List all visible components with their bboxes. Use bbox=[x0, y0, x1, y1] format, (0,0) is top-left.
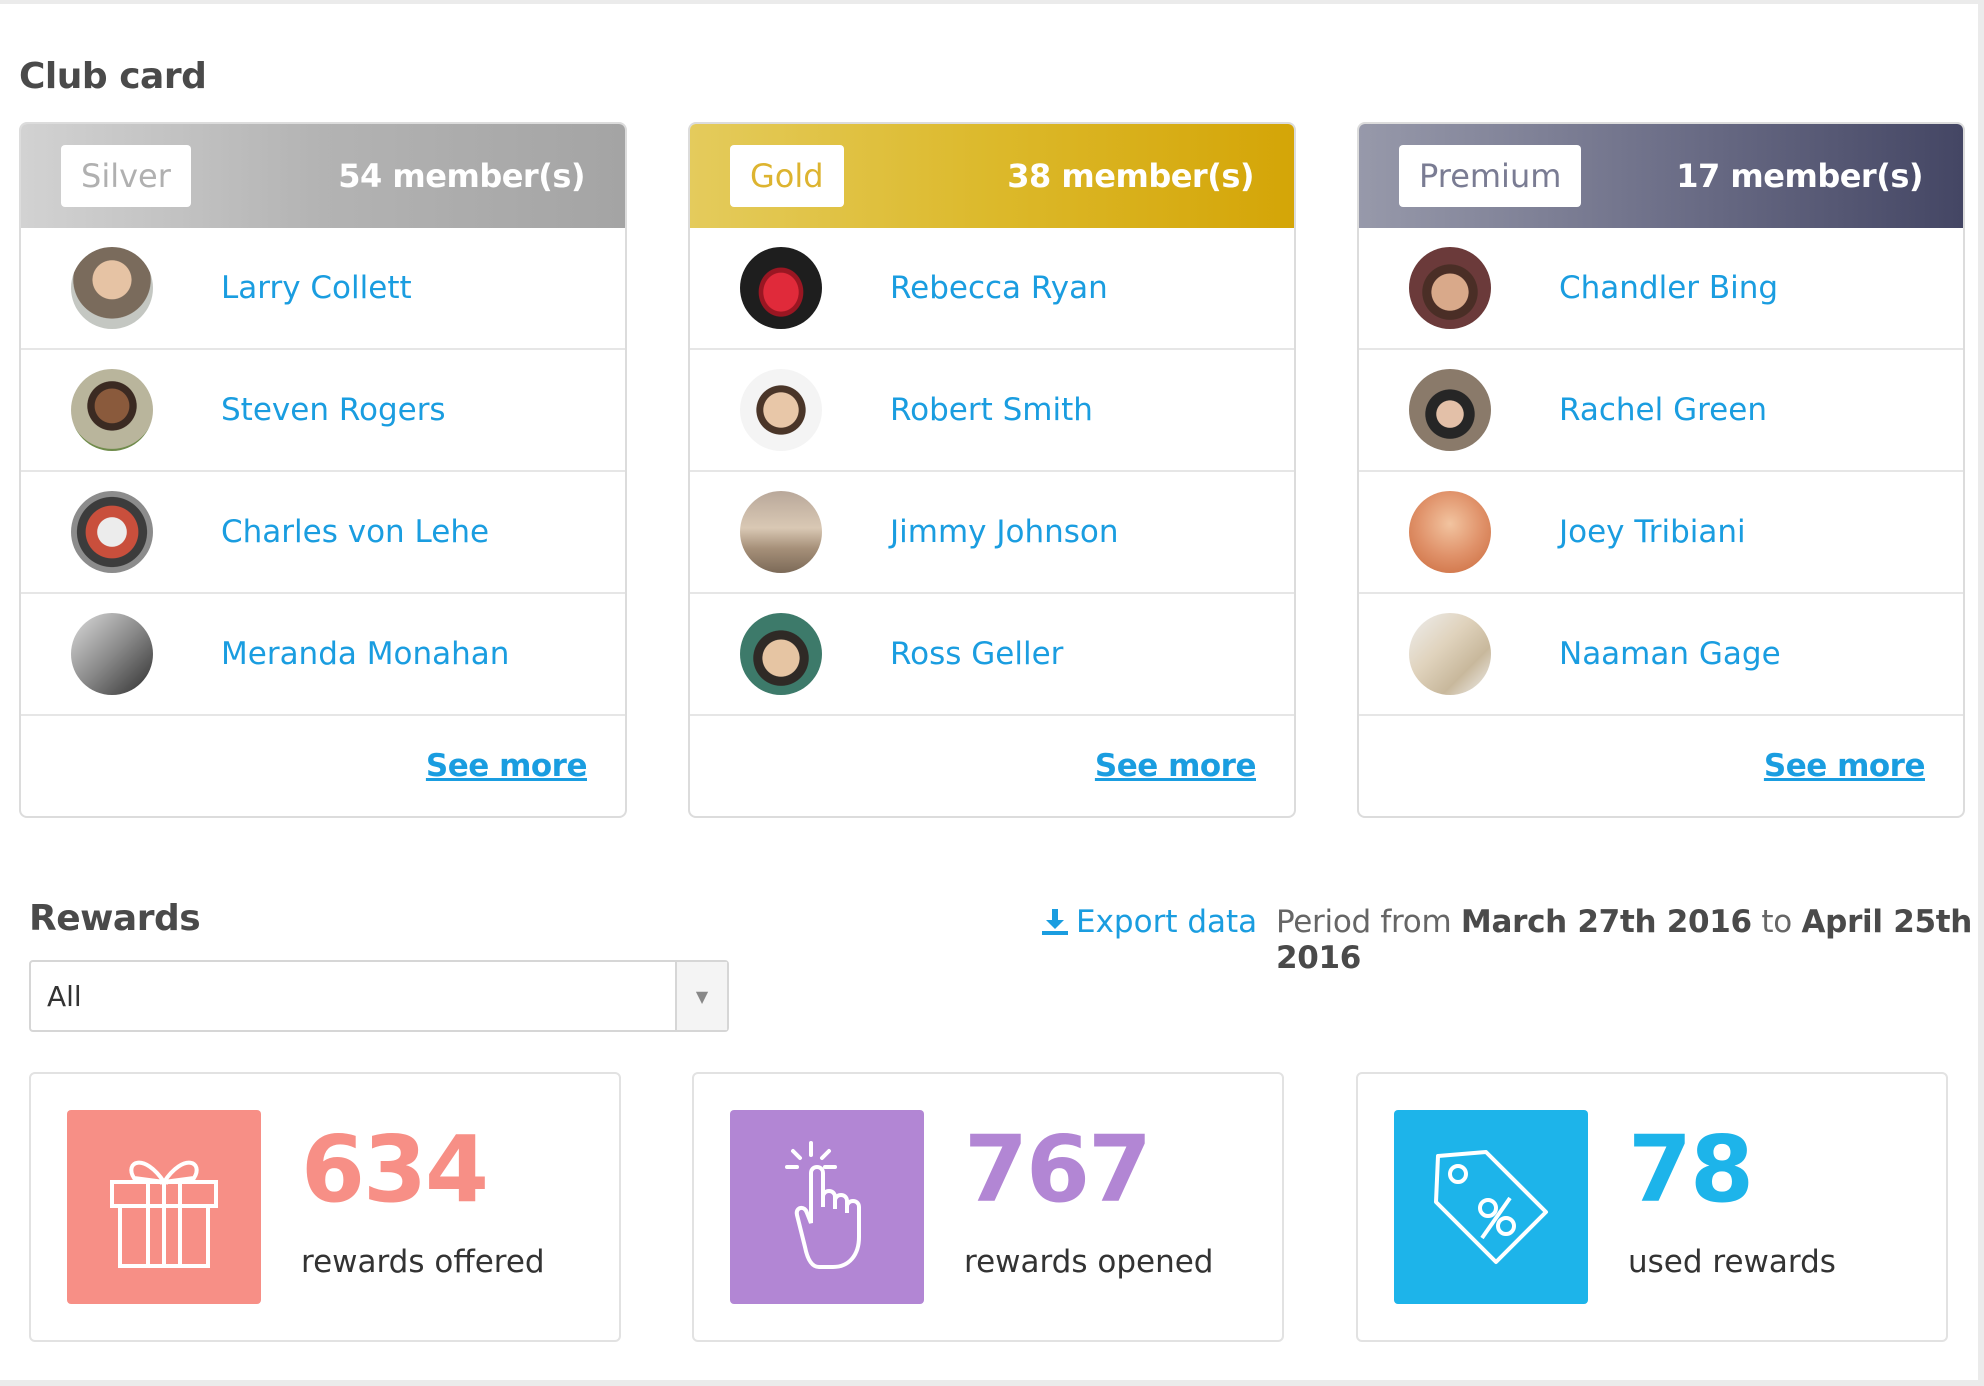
see-more-link[interactable]: See more bbox=[1094, 748, 1257, 784]
member-row[interactable]: Ross Geller bbox=[690, 594, 1294, 716]
avatar bbox=[71, 613, 153, 695]
member-name[interactable]: Charles von Lehe bbox=[221, 514, 490, 550]
export-label: Export data bbox=[1076, 904, 1258, 940]
card-header: Gold 38 member(s) bbox=[690, 124, 1294, 228]
tier-badge: Premium bbox=[1399, 145, 1582, 207]
avatar bbox=[1409, 491, 1491, 573]
member-name[interactable]: Joey Tribiani bbox=[1559, 514, 1746, 550]
card-header: Premium 17 member(s) bbox=[1359, 124, 1963, 228]
avatar bbox=[1409, 247, 1491, 329]
club-card-title: Club card bbox=[19, 56, 207, 97]
avatar bbox=[71, 491, 153, 573]
stat-value: 767 bbox=[964, 1116, 1152, 1223]
stat-label: rewards opened bbox=[964, 1244, 1214, 1280]
stat-label: used rewards bbox=[1628, 1244, 1836, 1280]
chevron-down-icon[interactable]: ▼ bbox=[675, 962, 727, 1030]
discount-tag-icon bbox=[1394, 1110, 1588, 1304]
avatar bbox=[740, 613, 822, 695]
card-header: Silver 54 member(s) bbox=[21, 124, 625, 228]
rewards-filter-select[interactable]: All ▼ bbox=[29, 960, 729, 1032]
member-name[interactable]: Steven Rogers bbox=[221, 392, 446, 428]
card-footer: See more bbox=[21, 716, 625, 816]
stat-value: 78 bbox=[1628, 1116, 1754, 1223]
member-name[interactable]: Naaman Gage bbox=[1559, 636, 1781, 672]
member-name[interactable]: Rachel Green bbox=[1559, 392, 1767, 428]
member-row[interactable]: Robert Smith bbox=[690, 350, 1294, 472]
avatar bbox=[740, 491, 822, 573]
member-name[interactable]: Meranda Monahan bbox=[221, 636, 510, 672]
stat-card-offered: 634 rewards offered bbox=[29, 1072, 621, 1342]
tier-badge: Gold bbox=[730, 145, 844, 207]
avatar bbox=[740, 369, 822, 451]
member-name[interactable]: Rebecca Ryan bbox=[890, 270, 1108, 306]
select-value: All bbox=[47, 979, 82, 1013]
export-data-link[interactable]: Export data bbox=[1040, 904, 1257, 940]
card-footer: See more bbox=[1359, 716, 1963, 816]
club-card-gold: Gold 38 member(s) Rebecca Ryan Robert Sm… bbox=[688, 122, 1296, 818]
stat-label: rewards offered bbox=[301, 1244, 545, 1280]
member-name[interactable]: Ross Geller bbox=[890, 636, 1064, 672]
period-start: March 27th 2016 bbox=[1460, 904, 1752, 940]
member-row[interactable]: Larry Collett bbox=[21, 228, 625, 350]
see-more-link[interactable]: See more bbox=[1763, 748, 1926, 784]
member-name[interactable]: Chandler Bing bbox=[1559, 270, 1779, 306]
member-row[interactable]: Meranda Monahan bbox=[21, 594, 625, 716]
period-joiner: to bbox=[1761, 904, 1792, 940]
period-end: April 25th 2016 bbox=[1276, 904, 1973, 976]
stat-card-used: 78 used rewards bbox=[1356, 1072, 1948, 1342]
avatar bbox=[740, 247, 822, 329]
member-count: 54 member(s) bbox=[338, 157, 585, 195]
member-name[interactable]: Jimmy Johnson bbox=[890, 514, 1119, 550]
avatar bbox=[1409, 613, 1491, 695]
member-row[interactable]: Rachel Green bbox=[1359, 350, 1963, 472]
member-row[interactable]: Joey Tribiani bbox=[1359, 472, 1963, 594]
avatar bbox=[1409, 369, 1491, 451]
member-count: 17 member(s) bbox=[1676, 157, 1923, 195]
rewards-title: Rewards bbox=[29, 898, 201, 939]
card-footer: See more bbox=[690, 716, 1294, 816]
member-name[interactable]: Robert Smith bbox=[890, 392, 1093, 428]
stat-value: 634 bbox=[301, 1116, 489, 1223]
club-card-silver: Silver 54 member(s) Larry Collett Steven… bbox=[19, 122, 627, 818]
member-row[interactable]: Steven Rogers bbox=[21, 350, 625, 472]
member-row[interactable]: Charles von Lehe bbox=[21, 472, 625, 594]
member-row[interactable]: Jimmy Johnson bbox=[690, 472, 1294, 594]
member-row[interactable]: Naaman Gage bbox=[1359, 594, 1963, 716]
period-range: Period from March 27th 2016 to April 25t… bbox=[1276, 904, 1978, 976]
tap-hand-icon bbox=[730, 1110, 924, 1304]
download-icon bbox=[1042, 909, 1068, 935]
member-name[interactable]: Larry Collett bbox=[221, 270, 412, 306]
member-row[interactable]: Rebecca Ryan bbox=[690, 228, 1294, 350]
gift-icon bbox=[67, 1110, 261, 1304]
tier-badge: Silver bbox=[61, 145, 191, 207]
see-more-link[interactable]: See more bbox=[425, 748, 588, 784]
period-prefix: Period from bbox=[1276, 904, 1452, 940]
club-card-premium: Premium 17 member(s) Chandler Bing Rache… bbox=[1357, 122, 1965, 818]
avatar bbox=[71, 369, 153, 451]
member-row[interactable]: Chandler Bing bbox=[1359, 228, 1963, 350]
avatar bbox=[71, 247, 153, 329]
member-count: 38 member(s) bbox=[1007, 157, 1254, 195]
stat-card-opened: 767 rewards opened bbox=[692, 1072, 1284, 1342]
